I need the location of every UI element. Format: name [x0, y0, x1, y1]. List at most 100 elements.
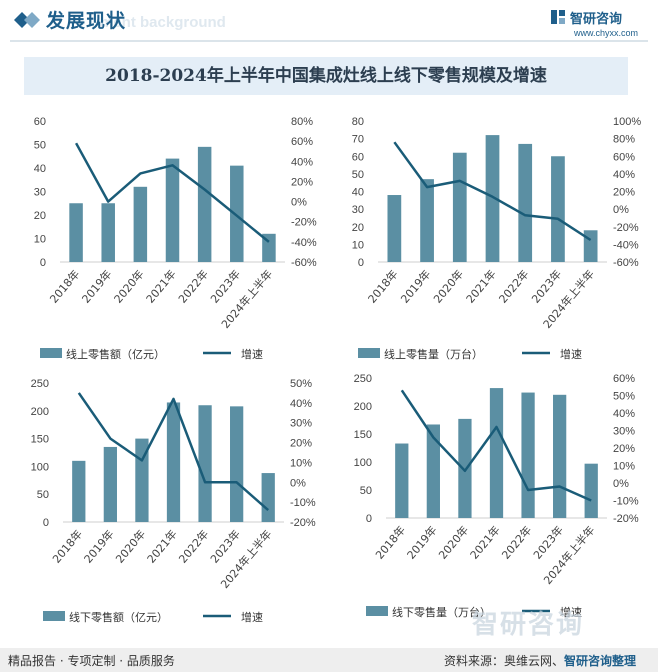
chart-svg: 0 10 20 30 40 50 60 -60% -40% -20% 0% 20% 40% 60% 80% 2… [34, 116, 317, 361]
y-left-tick-label: 150 [354, 429, 372, 441]
y-right-tick-label: 80% [291, 116, 313, 128]
bar [101, 203, 115, 262]
footer-source: 资料来源：奥维云网、智研咨询整理 [444, 652, 636, 669]
bar [426, 424, 440, 518]
chart-svg: 0 50 100 150 200 250 -20% -10% 0% 10% 20% 30% 40% 50%… [354, 373, 639, 619]
brand-url: www.chyxx.com [574, 28, 639, 38]
y-left-tick-label: 20 [34, 210, 46, 222]
bar [583, 230, 598, 262]
category-label: 2019年 [398, 267, 434, 306]
y-right-tick-label: 40% [613, 169, 635, 181]
legend-line-label: 增速 [241, 347, 263, 361]
y-left-tick-label: 10 [352, 239, 364, 251]
chart-online-sales-volume: 0 10 20 30 40 50 60 70 80 -60% -40% -20% 0% 20% 40% 60%… [329, 105, 658, 375]
y-left-tick-label: 0 [43, 517, 49, 529]
brand-logo: 智研咨询 www.chyxx.com [550, 6, 638, 40]
y-right-tick-label: 40% [291, 156, 313, 168]
y-left-tick-label: 20 [352, 222, 364, 234]
y-right-tick-label: -10% [613, 496, 639, 508]
y-left-tick-label: 250 [354, 373, 372, 385]
y-right-tick-label: 0% [290, 477, 306, 489]
bar [458, 418, 472, 518]
y-right-tick-label: 0% [613, 204, 629, 216]
bar [485, 135, 500, 262]
legend-bar-swatch [40, 348, 62, 358]
source-brand: 智研咨询整理 [563, 654, 636, 668]
y-left-tick-label: 200 [31, 406, 49, 418]
header-watermark: ment background [100, 14, 226, 31]
category-label: 2018年 [372, 523, 408, 562]
category-label: 2021年 [143, 267, 179, 306]
main-title-bar: 2018-2024年上半年中国集成灶线上线下零售规模及增速 [24, 57, 628, 95]
y-right-tick-label: 60% [613, 373, 635, 385]
bar [72, 460, 86, 522]
category-label: 2018年 [365, 267, 401, 306]
bar [166, 402, 181, 522]
y-right-tick-label: 80% [613, 134, 635, 146]
y-left-tick-label: 100 [31, 461, 49, 473]
chart-svg: 0 10 20 30 40 50 60 70 80 -60% -40% -20% 0% 20% 40% 60%… [352, 116, 642, 361]
y-right-tick-label: 60% [613, 151, 635, 163]
category-label: 2020年 [111, 267, 147, 306]
y-right-tick-label: -60% [613, 257, 639, 269]
chart-online-sales-value: 0 10 20 30 40 50 60 -60% -40% -20% 0% 20% 40% 60% 80% 2… [0, 105, 329, 375]
category-label: 2021年 [467, 523, 503, 562]
category-label: 2022年 [176, 527, 212, 566]
y-left-tick-label: 0 [358, 257, 364, 269]
category-label: 2019年 [81, 527, 117, 566]
bar [261, 473, 275, 522]
category-label: 2022年 [496, 267, 532, 306]
bar [165, 158, 180, 262]
y-right-tick-label: -40% [291, 237, 317, 249]
y-right-tick-label: 20% [291, 176, 313, 188]
y-left-tick-label: 10 [34, 234, 46, 246]
legend-bar-label: 线上零售额（亿元） [66, 347, 165, 361]
y-left-tick-label: 200 [354, 401, 372, 413]
bar [521, 392, 535, 518]
category-label: 2018年 [47, 267, 83, 306]
y-right-tick-label: -20% [290, 517, 316, 529]
bar [133, 186, 148, 262]
category-label: 2019年 [404, 523, 440, 562]
y-left-tick-label: 50 [37, 489, 49, 501]
bar [387, 195, 402, 262]
category-label: 2020年 [112, 527, 148, 566]
y-left-tick-label: 0 [366, 513, 372, 525]
y-right-tick-label: -20% [291, 217, 317, 229]
y-left-tick-label: 250 [31, 378, 49, 390]
y-left-tick-label: 60 [34, 116, 46, 128]
legend-bar-label: 线下零售量（万台） [392, 605, 491, 619]
y-right-tick-label: 30% [290, 418, 312, 430]
legend-bar-swatch [358, 348, 380, 358]
legend-bar-label: 线下零售额（亿元） [69, 610, 168, 624]
y-right-tick-label: 40% [613, 408, 635, 420]
bar [489, 388, 504, 518]
y-right-tick-label: 60% [291, 136, 313, 148]
bar [584, 463, 598, 518]
brand-icon [551, 10, 565, 24]
footer-slogan: 精品报告 · 专项定制 · 品质服务 [8, 654, 175, 668]
y-left-tick-label: 50 [34, 140, 46, 152]
y-right-tick-label: -10% [290, 497, 316, 509]
y-right-tick-label: 40% [290, 398, 312, 410]
y-left-tick-label: 0 [40, 257, 46, 269]
header-divider [10, 40, 648, 42]
y-left-tick-label: 60 [352, 151, 364, 163]
source-prefix: 资料来源：奥维云网、 [443, 654, 564, 668]
y-right-tick-label: -20% [613, 513, 639, 525]
bar [69, 203, 83, 262]
category-label: 2020年 [430, 267, 466, 306]
y-right-tick-label: 30% [613, 426, 635, 438]
bar [553, 394, 567, 518]
bar [262, 233, 276, 262]
y-right-tick-label: -40% [613, 239, 639, 251]
category-label: 2022年 [175, 267, 211, 306]
y-right-tick-label: 20% [613, 443, 635, 455]
bar [197, 146, 212, 262]
legend-bar-swatch [43, 611, 65, 621]
category-label: 2018年 [49, 527, 85, 566]
main-title: 2018-2024年上半年中国集成灶线上线下零售规模及增速 [105, 66, 547, 86]
footer: 精品报告 · 专项定制 · 品质服务 资料来源：奥维云网、智研咨询整理 [0, 648, 658, 672]
chart-svg: 0 50 100 150 200 250 -20% -10% 0% 10% 20% 30% 40% 50%… [31, 378, 316, 624]
bar [230, 406, 244, 522]
